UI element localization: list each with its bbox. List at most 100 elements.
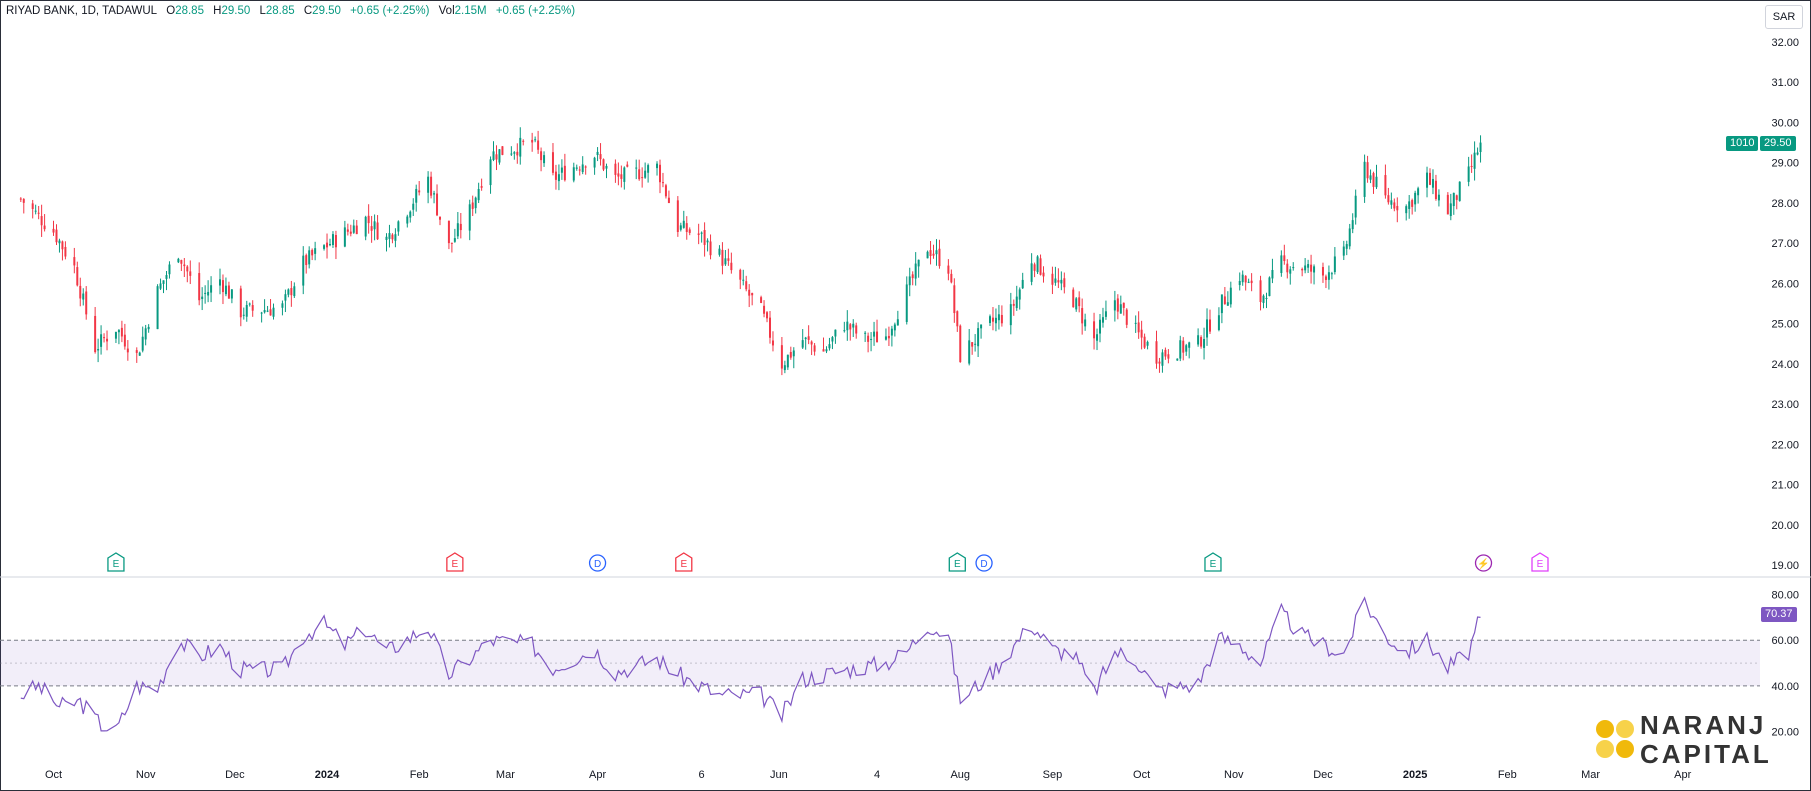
candle-body: [450, 242, 453, 244]
candle-body: [1042, 272, 1045, 277]
candles-layer: [19, 127, 1482, 376]
candle-body: [641, 177, 644, 179]
candle-body: [376, 222, 379, 240]
candle-body: [730, 262, 733, 271]
candle-body: [709, 241, 712, 256]
candle-body: [1271, 269, 1274, 279]
candle-body: [947, 265, 950, 274]
event-marker[interactable]: E: [446, 552, 464, 572]
candle-body: [198, 273, 201, 301]
candle-body: [1229, 287, 1232, 305]
candle-body: [1458, 181, 1461, 201]
event-marker-shape: [1204, 552, 1222, 572]
candle-body: [831, 337, 834, 342]
candle-body: [1408, 201, 1411, 209]
candle-body: [489, 159, 492, 186]
candle-body: [453, 238, 456, 242]
candle-body: [540, 151, 543, 161]
candle-body: [572, 167, 575, 181]
candle-body: [373, 221, 376, 230]
event-marker[interactable]: E: [675, 552, 693, 572]
price-tick-label: 21.00: [1771, 480, 1799, 492]
candle-body: [968, 340, 971, 364]
candle-body: [305, 255, 308, 266]
candle-body: [991, 317, 994, 322]
candle-body: [1396, 205, 1399, 211]
candle-body: [647, 165, 650, 173]
candle-body: [397, 221, 400, 232]
candle-body: [1387, 195, 1390, 203]
candle-body: [114, 331, 117, 339]
candle-body: [769, 317, 771, 338]
candle-body: [1209, 319, 1211, 332]
currency-button[interactable]: SAR: [1765, 5, 1803, 29]
candle-body: [742, 279, 745, 281]
candle-body: [516, 151, 519, 156]
candle-body: [456, 223, 459, 237]
price-tick-label: 23.00: [1771, 399, 1799, 411]
candle-body: [1345, 244, 1348, 249]
candle-body: [656, 163, 659, 169]
event-marker[interactable]: D: [975, 554, 993, 572]
time-tick-label: Sep: [1043, 769, 1063, 781]
candle-body: [905, 284, 908, 322]
candle-body: [97, 349, 100, 351]
candle-body: [346, 229, 349, 232]
candle-body: [138, 352, 141, 356]
candle-body: [688, 229, 691, 233]
symbol-label[interactable]: RIYAD BANK, 1D, TADAWUL: [6, 5, 158, 17]
candle-body: [510, 153, 513, 155]
candle-body: [1437, 194, 1440, 201]
candle-body: [551, 152, 554, 173]
event-marker-label: D: [980, 559, 987, 570]
candle-body: [1164, 349, 1167, 357]
candle-body: [1188, 342, 1191, 348]
event-marker[interactable]: E: [1204, 552, 1222, 572]
candle-body: [120, 327, 123, 337]
candle-body: [1096, 334, 1099, 341]
candle-body: [1119, 304, 1122, 314]
event-marker[interactable]: E: [948, 552, 966, 572]
price-tick-label: 29.00: [1771, 158, 1799, 170]
price-tick-label: 22.00: [1771, 439, 1799, 451]
candle-body: [1155, 341, 1158, 364]
candle-body: [876, 331, 879, 343]
event-marker[interactable]: D: [588, 554, 607, 572]
candle-body: [908, 276, 911, 286]
candle-body: [43, 225, 46, 230]
candle-body: [1348, 228, 1351, 247]
candle-body: [534, 139, 537, 141]
candle-body: [1033, 264, 1036, 271]
candle-body: [364, 216, 367, 237]
candle-body: [447, 220, 450, 244]
candle-body: [471, 202, 474, 209]
candle-body: [513, 152, 516, 154]
candle-body: [935, 250, 938, 255]
time-tick-label: Mar: [1581, 769, 1600, 781]
events-layer[interactable]: E E D E E D E ⚡ E: [107, 552, 1549, 572]
event-marker[interactable]: E: [107, 552, 125, 572]
candle-body: [168, 264, 171, 275]
event-marker[interactable]: ⚡: [1474, 554, 1493, 572]
candle-body: [739, 269, 742, 280]
event-marker-label: E: [1537, 559, 1544, 570]
candle-body: [22, 199, 25, 203]
rsi-tick-label: 60.00: [1771, 635, 1799, 647]
candle-body: [329, 244, 331, 246]
high-value: 29.50: [221, 5, 251, 17]
candle-body: [581, 164, 584, 173]
candle-body: [1104, 311, 1107, 317]
candle-body: [293, 286, 296, 297]
candle-body: [1268, 277, 1271, 297]
rsi-line: [20, 596, 1481, 732]
time-tick-label: 2024: [315, 769, 340, 781]
candle-body: [623, 167, 626, 182]
time-tick-label: Oct: [45, 769, 62, 781]
candle-body: [31, 203, 34, 209]
candle-body: [1018, 289, 1021, 300]
candle-body: [599, 154, 602, 160]
event-marker[interactable]: E: [1531, 552, 1549, 572]
candle-body: [843, 330, 846, 332]
candle-body: [771, 340, 774, 346]
